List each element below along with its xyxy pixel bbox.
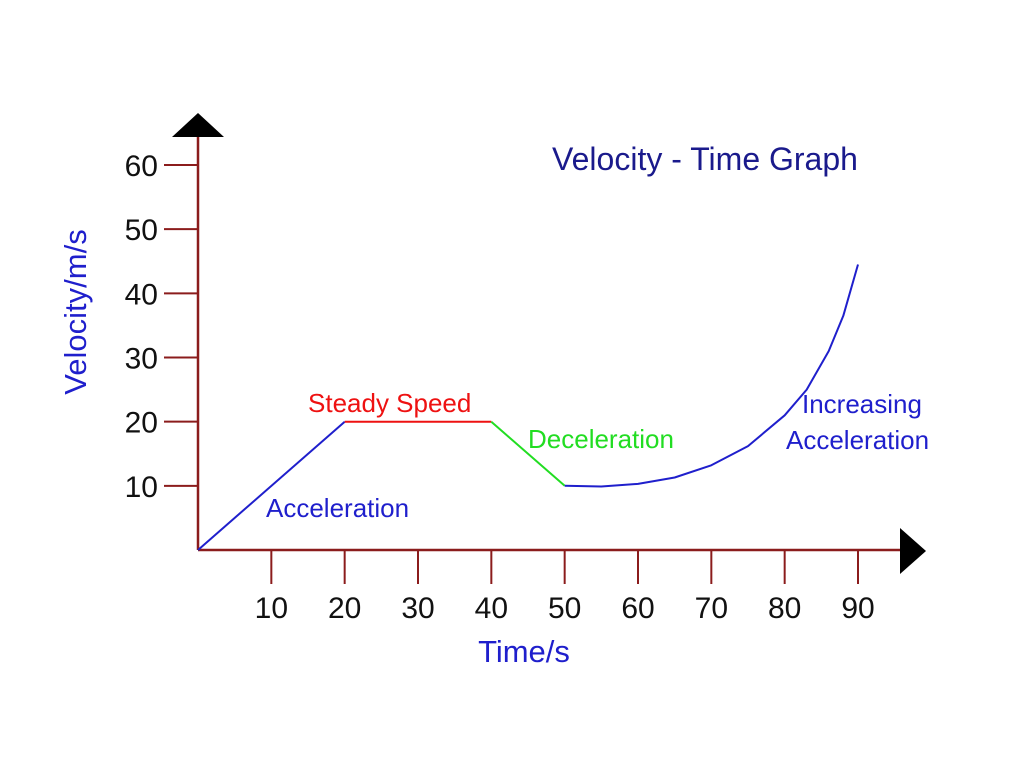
y-tick-label: 40 xyxy=(125,278,158,311)
x-tick-label: 30 xyxy=(401,592,434,625)
annotation-steady-speed: Steady Speed xyxy=(308,388,471,418)
x-tick-label: 40 xyxy=(475,592,508,625)
annotation-acceleration: Acceleration xyxy=(266,493,409,523)
x-axis-title: Time/s xyxy=(478,634,570,669)
x-tick-label: 20 xyxy=(328,592,361,625)
x-axis-arrow-icon xyxy=(900,528,926,574)
y-tick-label: 50 xyxy=(125,214,158,247)
x-tick-label: 80 xyxy=(768,592,801,625)
x-tick-label: 60 xyxy=(621,592,654,625)
x-tick-label: 10 xyxy=(255,592,288,625)
series-lines xyxy=(197,264,859,551)
annotation-increasing-acceleration: Acceleration xyxy=(786,425,929,455)
annotation-deceleration: Deceleration xyxy=(528,424,674,454)
y-tick-label: 30 xyxy=(125,343,158,376)
chart-title: Velocity - Time Graph xyxy=(552,141,858,177)
y-tick-label: 10 xyxy=(125,471,158,504)
x-ticks: 10 20 30 40 50 60 70 80 90 xyxy=(255,550,875,625)
y-axis-arrow-icon xyxy=(172,113,224,137)
series-line-0 xyxy=(197,420,346,551)
x-tick-label: 70 xyxy=(695,592,728,625)
y-tick-label: 60 xyxy=(125,150,158,183)
y-tick-label: 20 xyxy=(125,407,158,440)
x-tick-label: 90 xyxy=(841,592,874,625)
annotation-increasing: Increasing xyxy=(802,389,922,419)
y-ticks: 10 20 30 40 50 60 xyxy=(125,150,198,504)
series-line-2 xyxy=(490,420,566,487)
series-line-3 xyxy=(564,264,859,488)
x-tick-label: 50 xyxy=(548,592,581,625)
y-axis-title: Velocity/m/s xyxy=(58,229,93,394)
